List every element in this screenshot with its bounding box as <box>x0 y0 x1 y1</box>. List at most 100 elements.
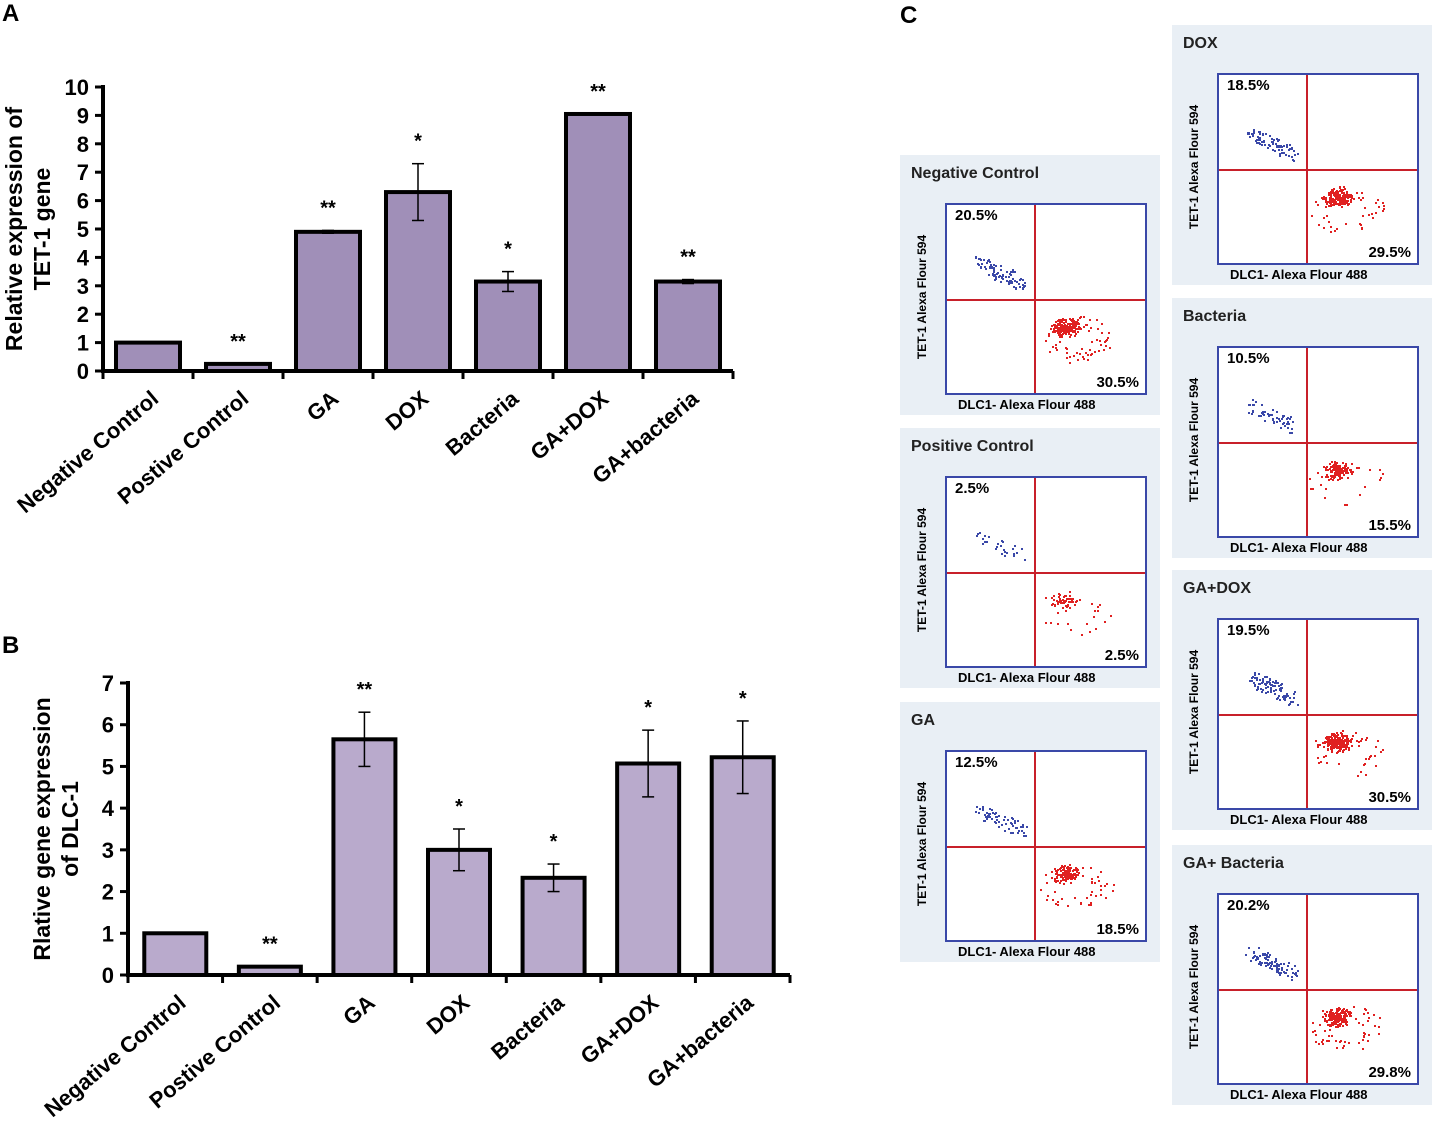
scatter-point <box>1065 320 1068 323</box>
scatter-point <box>1015 286 1018 289</box>
scatter-point <box>992 274 995 277</box>
scatter-point <box>1069 318 1071 321</box>
scatter-point <box>1089 326 1092 329</box>
scatter-point <box>1347 193 1350 196</box>
scatter-point <box>979 258 982 261</box>
scatter-point <box>1367 1040 1370 1043</box>
scatter-point <box>1061 328 1064 331</box>
scatter-point <box>1311 1021 1314 1024</box>
scatter-point <box>1266 953 1269 956</box>
scatter-point <box>1326 741 1329 744</box>
scatter-point <box>1339 1007 1342 1010</box>
flow-y-axis-label: TET-1 Alexa Flour 594 <box>915 781 929 907</box>
scatter-point <box>983 265 986 268</box>
scatter-point <box>1072 318 1075 321</box>
scatter-point <box>1324 469 1327 472</box>
scatter-point <box>1023 558 1026 561</box>
scatter-point <box>1003 819 1006 822</box>
scatter-point <box>999 275 1002 278</box>
scatter-point <box>1262 140 1265 143</box>
scatter-point <box>1265 675 1268 678</box>
scatter-point <box>1336 742 1339 745</box>
scatter-point <box>1353 1005 1356 1008</box>
scatter-point <box>1266 961 1269 964</box>
scatter-point <box>1255 688 1258 691</box>
scatter-point <box>1002 549 1005 552</box>
scatter-point <box>1054 603 1057 606</box>
scatter-point <box>1331 475 1334 478</box>
scatter-point <box>1045 596 1048 599</box>
scatter-point <box>1262 679 1265 682</box>
scatter-point <box>1333 472 1336 475</box>
scatter-point <box>1268 415 1271 418</box>
scatter-point <box>1089 904 1092 907</box>
scatter-point <box>1005 552 1008 555</box>
scatter-point <box>993 270 996 273</box>
scatter-point <box>1004 829 1007 832</box>
scatter-point <box>1073 334 1076 337</box>
scatter-point <box>986 262 989 264</box>
scatter-point <box>1291 979 1294 982</box>
scatter-point <box>1331 464 1334 467</box>
scatter-point <box>1365 738 1368 741</box>
scatter-point <box>993 266 996 269</box>
scatter-point <box>1060 328 1063 330</box>
scatter-point <box>1039 888 1042 891</box>
scatter-point <box>1317 472 1320 475</box>
scatter-point <box>1327 200 1330 203</box>
scatter-point <box>1020 829 1023 832</box>
scatter-point <box>1336 464 1339 467</box>
scatter-point <box>1065 870 1068 873</box>
scatter-point <box>1064 874 1067 877</box>
scatter-point <box>990 808 993 811</box>
scatter-point <box>1276 971 1279 973</box>
scatter-point <box>1083 358 1086 361</box>
flow-panel-ga-dox: GA+DOX TET-1 Alexa Flour 594 19.5% 30.5%… <box>1172 570 1432 830</box>
flow-panel-title: Bacteria <box>1183 308 1247 325</box>
scatter-point <box>1333 740 1336 743</box>
scatter-point <box>1345 1022 1348 1025</box>
scatter-point <box>1325 1019 1328 1022</box>
scatter-point <box>1008 282 1011 285</box>
scatter-point <box>992 273 995 276</box>
scatter-point <box>1096 610 1099 613</box>
scatter-point <box>1288 703 1291 706</box>
scatter-point <box>1259 131 1262 134</box>
scatter-point <box>1291 156 1294 159</box>
scatter-point <box>1074 600 1077 603</box>
scatter-point <box>1066 604 1069 607</box>
scatter-point <box>1263 961 1266 964</box>
scatter-point <box>1283 414 1286 417</box>
scatter-point <box>1364 486 1367 489</box>
scatter-point <box>1338 762 1341 765</box>
scatter-point <box>1328 1012 1331 1015</box>
scatter-point <box>1252 952 1255 955</box>
scatter-point <box>1337 1026 1340 1029</box>
scatter-point <box>1336 192 1339 195</box>
scatter-point <box>996 542 999 545</box>
scatter-point <box>1258 142 1261 145</box>
scatter-point <box>975 256 978 259</box>
scatter-point <box>1057 873 1060 876</box>
scatter-point <box>1055 326 1058 329</box>
scatter-point <box>1336 1046 1339 1049</box>
scatter-point <box>1259 682 1262 685</box>
scatter-point <box>1336 738 1339 741</box>
scatter-point <box>997 275 1000 278</box>
scatter-point <box>1283 971 1286 974</box>
scatter-point <box>1063 866 1066 869</box>
scatter-point <box>1284 154 1287 157</box>
scatter-point <box>1283 699 1286 702</box>
scatter-point <box>1015 827 1018 830</box>
scatter-point <box>1062 329 1065 332</box>
scatter-point <box>1337 475 1340 478</box>
scatter-point <box>1022 832 1025 835</box>
scatter-point <box>1343 1017 1346 1020</box>
scatter-point <box>1311 214 1314 217</box>
scatter-point <box>1346 746 1349 749</box>
scatter-point <box>1337 199 1340 202</box>
scatter-point <box>1344 1009 1347 1012</box>
scatter-point <box>1024 835 1027 838</box>
scatter-point <box>1267 952 1270 955</box>
significance-mark: * <box>504 239 512 261</box>
